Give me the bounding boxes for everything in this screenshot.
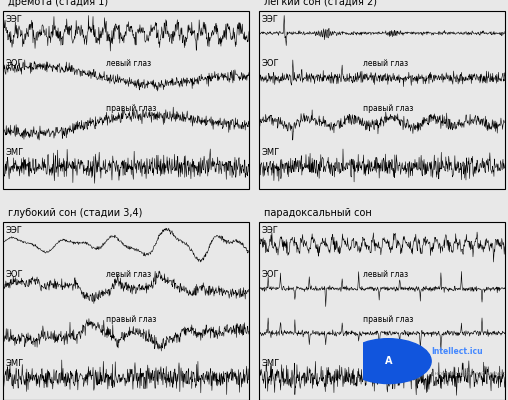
Text: ЭМГ: ЭМГ bbox=[5, 148, 23, 157]
Text: ЭЭГ: ЭЭГ bbox=[5, 14, 22, 24]
Text: парадоксальный сон: парадоксальный сон bbox=[264, 208, 372, 218]
Text: ЭЭГ: ЭЭГ bbox=[262, 14, 278, 24]
Text: правый глаз: правый глаз bbox=[106, 104, 156, 112]
Text: ЭМГ: ЭМГ bbox=[262, 359, 280, 368]
Text: A: A bbox=[385, 356, 392, 366]
Text: правый глаз: правый глаз bbox=[363, 104, 413, 112]
Text: правый глаз: правый глаз bbox=[363, 314, 413, 324]
Text: левый глаз: левый глаз bbox=[106, 59, 151, 68]
Text: ЭМГ: ЭМГ bbox=[262, 148, 280, 157]
Text: легкий сон (стадия 2): легкий сон (стадия 2) bbox=[264, 0, 377, 7]
Text: левый глаз: левый глаз bbox=[363, 59, 408, 68]
Text: левый глаз: левый глаз bbox=[363, 270, 408, 279]
Text: ЭОГ: ЭОГ bbox=[262, 270, 279, 279]
Text: ЭОГ: ЭОГ bbox=[5, 59, 23, 68]
Text: глубокий сон (стадии 3,4): глубокий сон (стадии 3,4) bbox=[8, 208, 142, 218]
Circle shape bbox=[345, 339, 431, 384]
Text: ЭОГ: ЭОГ bbox=[5, 270, 23, 279]
Text: дремота (стадия 1): дремота (стадия 1) bbox=[8, 0, 108, 7]
Text: ЭЭГ: ЭЭГ bbox=[5, 226, 22, 234]
Text: ЭЭГ: ЭЭГ bbox=[262, 226, 278, 234]
Text: левый глаз: левый глаз bbox=[106, 270, 151, 279]
Text: интеллектуальный ресурс: интеллектуальный ресурс bbox=[431, 371, 505, 376]
Text: ЭМГ: ЭМГ bbox=[5, 359, 23, 368]
Text: Intellect.icu: Intellect.icu bbox=[431, 347, 483, 356]
Text: ЭОГ: ЭОГ bbox=[262, 59, 279, 68]
Text: правый глаз: правый глаз bbox=[106, 314, 156, 324]
